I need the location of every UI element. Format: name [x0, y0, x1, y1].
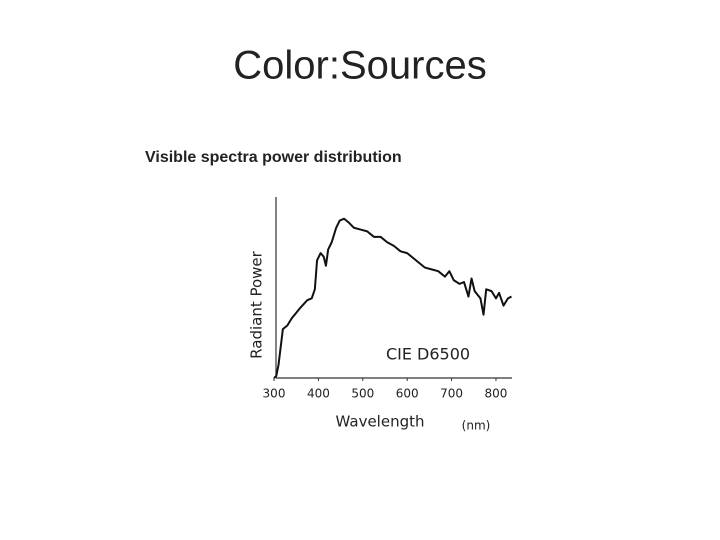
slide-title: Color:Sources	[233, 44, 486, 88]
x-tick-label: 700	[440, 387, 463, 401]
annotation: CIE D6500	[386, 345, 470, 364]
spectrum-line	[273, 217, 512, 379]
x-tick-label: 300	[263, 387, 286, 401]
x-axis-label: Wavelength	[336, 413, 425, 431]
x-tick-label: 600	[396, 387, 419, 401]
y-axis-label: Radiant Power	[248, 250, 266, 359]
x-tick-label: 800	[485, 387, 508, 401]
chart-title: Visible spectra power distribution	[145, 149, 402, 166]
x-axis-unit: (nm)	[462, 419, 491, 433]
x-tick-label: 500	[351, 387, 374, 401]
x-tick-label: 400	[307, 387, 330, 401]
